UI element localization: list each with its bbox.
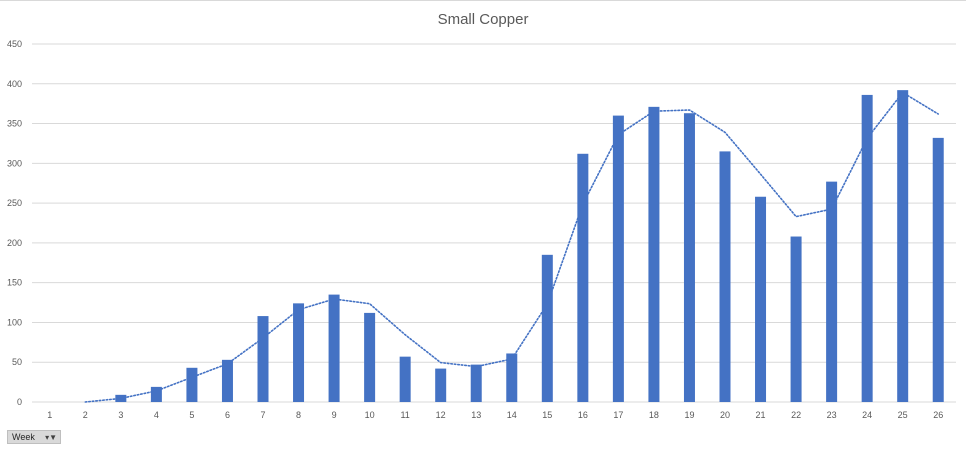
- bar: [790, 236, 802, 402]
- x-tick-label: 2: [83, 410, 88, 420]
- x-tick-label: 24: [862, 410, 872, 420]
- x-tick-label: 7: [260, 410, 265, 420]
- x-tick-label: 10: [365, 410, 375, 420]
- x-tick-label: 5: [189, 410, 194, 420]
- chart-top-border: [0, 0, 966, 1]
- y-tick-label: 200: [7, 238, 22, 248]
- y-tick-label: 350: [7, 119, 22, 129]
- bar: [435, 368, 447, 402]
- x-tick-label: 8: [296, 410, 301, 420]
- x-tick-label: 23: [827, 410, 837, 420]
- y-tick-label: 300: [7, 158, 22, 168]
- bar: [293, 303, 305, 402]
- week-field-button[interactable]: Week ▾▼: [7, 430, 61, 444]
- bar: [399, 356, 411, 402]
- x-tick-label: 21: [756, 410, 766, 420]
- bar: [186, 367, 198, 402]
- bar: [328, 294, 340, 402]
- bar: [719, 151, 731, 402]
- y-tick-label: 0: [17, 397, 22, 407]
- y-tick-label: 450: [7, 39, 22, 49]
- x-tick-label: 16: [578, 410, 588, 420]
- x-tick-label: 25: [898, 410, 908, 420]
- bar: [470, 364, 482, 402]
- x-tick-label: 14: [507, 410, 517, 420]
- y-tick-label: 100: [7, 317, 22, 327]
- x-tick-label: 15: [542, 410, 552, 420]
- y-tick-label: 150: [7, 278, 22, 288]
- bar: [612, 115, 624, 402]
- week-field-label: Week: [12, 432, 35, 442]
- x-tick-label: 1: [47, 410, 52, 420]
- bar: [897, 90, 909, 403]
- bar: [257, 316, 269, 402]
- y-tick-label: 250: [7, 198, 22, 208]
- x-tick-label: 12: [436, 410, 446, 420]
- bar: [364, 312, 376, 402]
- x-tick-label: 22: [791, 410, 801, 420]
- bar: [755, 196, 767, 402]
- filter-dropdown-icon[interactable]: ▾▼: [45, 432, 57, 442]
- x-tick-label: 17: [613, 410, 623, 420]
- bar: [150, 386, 162, 402]
- x-tick-label: 3: [118, 410, 123, 420]
- x-tick-label: 18: [649, 410, 659, 420]
- chart-title: Small Copper: [437, 11, 529, 28]
- x-tick-label: 19: [684, 410, 694, 420]
- y-tick-label: 50: [12, 357, 22, 367]
- bar: [826, 181, 838, 402]
- x-tick-label: 6: [225, 410, 230, 420]
- bar: [541, 254, 553, 402]
- bar: [221, 359, 233, 402]
- bar: [506, 353, 518, 402]
- x-tick-label: 9: [332, 410, 337, 420]
- x-tick-label: 4: [154, 410, 159, 420]
- bar: [648, 106, 660, 403]
- x-tick-label: 26: [933, 410, 943, 420]
- bar: [577, 153, 589, 402]
- bar: [683, 113, 695, 403]
- y-tick-label: 400: [7, 79, 22, 89]
- trendline: [84, 91, 939, 403]
- x-tick-label: 20: [720, 410, 730, 420]
- x-tick-label: 13: [471, 410, 481, 420]
- bar: [861, 94, 873, 402]
- bar: [932, 137, 944, 402]
- x-tick-label: 11: [400, 410, 409, 420]
